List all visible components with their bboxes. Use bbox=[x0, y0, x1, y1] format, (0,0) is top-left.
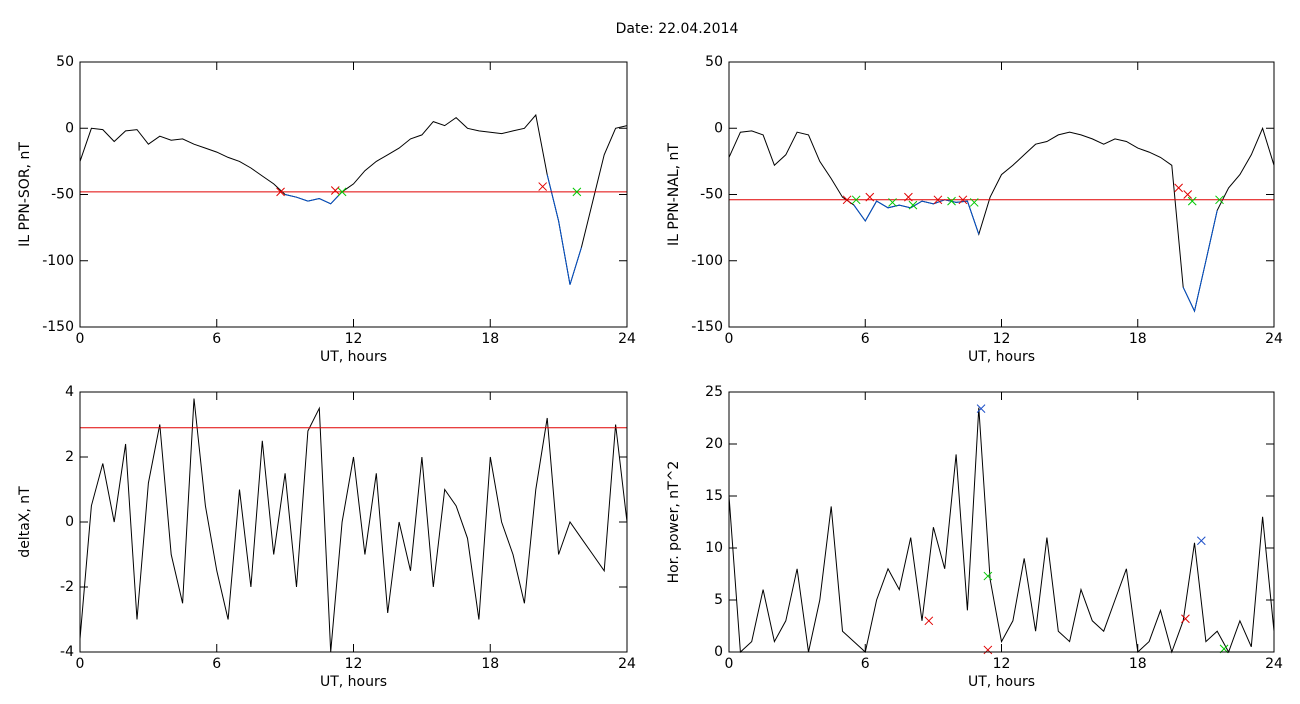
cross-marker bbox=[947, 196, 956, 206]
cross-marker bbox=[908, 200, 918, 210]
plot-frame bbox=[79, 61, 628, 328]
y-axis-label: deltaX, nT bbox=[17, 486, 33, 558]
panel: 0 6 12 18 24 0 5 10 15 20 25 UT, hours Hor. power, n… bbox=[666, 384, 1283, 690]
cross-marker bbox=[1183, 190, 1193, 199]
x-axis-label: UT, hours bbox=[320, 349, 387, 365]
x-tick-label: 12 bbox=[993, 331, 1011, 347]
y-axis-label: IL PPN-SOR, nT bbox=[17, 142, 33, 247]
x-tick-label: 0 bbox=[76, 331, 85, 347]
y-tick-label: -100 bbox=[42, 253, 74, 269]
x-tick-label: 0 bbox=[76, 656, 85, 672]
y-axis-label: IL PPN-NAL, nT bbox=[666, 143, 682, 246]
cross-marker bbox=[1196, 536, 1206, 546]
cross-marker bbox=[983, 571, 993, 581]
x-tick-label: 24 bbox=[1265, 331, 1283, 347]
y-tick-label: 2 bbox=[65, 449, 74, 465]
x-axis-label: UT, hours bbox=[968, 674, 1035, 690]
cross-marker bbox=[330, 186, 340, 195]
y-tick-label: -2 bbox=[60, 579, 74, 595]
cross-marker bbox=[538, 182, 548, 191]
x-tick-label: 24 bbox=[618, 331, 636, 347]
cross-marker bbox=[865, 192, 875, 202]
y-tick-label: 0 bbox=[65, 514, 74, 530]
y-tick-label: 10 bbox=[705, 540, 723, 556]
data-line bbox=[546, 174, 582, 285]
y-tick-label: -150 bbox=[691, 319, 723, 335]
cross-marker bbox=[1187, 196, 1197, 206]
cross-marker bbox=[1181, 614, 1190, 624]
y-tick-label: 25 bbox=[705, 384, 723, 400]
cross-marker bbox=[976, 404, 986, 413]
y-axis-label: Hor. power, nT^2 bbox=[666, 461, 682, 584]
data-line bbox=[728, 407, 1275, 654]
x-tick-label: 6 bbox=[861, 331, 870, 347]
x-tick-label: 18 bbox=[1129, 656, 1147, 672]
cross-marker bbox=[1215, 195, 1224, 205]
panel: 0 6 12 18 24 -150 -100 -50 0 50 UT, hours IL PPN-NA… bbox=[666, 54, 1283, 365]
cross-marker bbox=[933, 195, 943, 205]
x-tick-label: 18 bbox=[481, 656, 499, 672]
data-line bbox=[853, 199, 980, 235]
cross-marker bbox=[958, 195, 968, 205]
plot-frame bbox=[728, 391, 1275, 653]
x-tick-label: 6 bbox=[861, 656, 870, 672]
y-tick-label: -50 bbox=[700, 187, 723, 203]
plot-frame bbox=[728, 61, 1275, 328]
y-tick-label: 50 bbox=[705, 54, 723, 70]
data-line bbox=[79, 398, 628, 653]
data-line bbox=[728, 126, 1275, 313]
y-tick-label: -150 bbox=[42, 319, 74, 335]
cross-marker bbox=[969, 198, 979, 207]
x-tick-label: 24 bbox=[1265, 656, 1283, 672]
y-tick-label: 20 bbox=[705, 436, 723, 452]
cross-marker bbox=[924, 616, 934, 626]
data-line bbox=[1182, 210, 1218, 313]
y-tick-label: -50 bbox=[51, 187, 74, 203]
y-tick-label: -4 bbox=[60, 644, 74, 660]
x-tick-label: 12 bbox=[345, 331, 363, 347]
panel: 0 6 12 18 24 -150 -100 -50 0 50 UT, hours IL PPN-SO… bbox=[17, 54, 636, 365]
y-tick-label: 0 bbox=[714, 120, 723, 136]
cross-marker bbox=[904, 192, 913, 202]
x-tick-label: 6 bbox=[212, 656, 221, 672]
y-tick-label: -100 bbox=[691, 253, 723, 269]
y-tick-label: 50 bbox=[56, 54, 74, 70]
x-axis-label: UT, hours bbox=[968, 349, 1035, 365]
cross-marker bbox=[888, 198, 897, 207]
x-tick-label: 18 bbox=[1129, 331, 1147, 347]
cross-marker bbox=[276, 187, 285, 197]
x-tick-label: 0 bbox=[725, 656, 734, 672]
cross-marker bbox=[842, 195, 852, 205]
y-tick-label: 5 bbox=[714, 592, 723, 608]
x-tick-label: 18 bbox=[481, 331, 499, 347]
cross-marker bbox=[851, 195, 861, 205]
cross-marker bbox=[337, 187, 347, 197]
data-line bbox=[284, 191, 343, 205]
x-tick-label: 12 bbox=[345, 656, 363, 672]
cross-marker bbox=[1174, 183, 1183, 193]
x-axis-label: UT, hours bbox=[320, 674, 387, 690]
y-tick-label: 4 bbox=[65, 384, 74, 400]
x-tick-label: 12 bbox=[993, 656, 1011, 672]
data-line bbox=[79, 113, 628, 285]
x-tick-label: 6 bbox=[212, 331, 221, 347]
cross-marker bbox=[983, 645, 993, 655]
y-tick-label: 0 bbox=[714, 644, 723, 660]
x-tick-label: 24 bbox=[618, 656, 636, 672]
figure-title: Date: 22.04.2014 bbox=[616, 21, 739, 37]
y-tick-label: 0 bbox=[65, 120, 74, 136]
y-tick-label: 15 bbox=[705, 488, 723, 504]
x-tick-label: 0 bbox=[725, 331, 734, 347]
cross-marker bbox=[572, 187, 582, 197]
